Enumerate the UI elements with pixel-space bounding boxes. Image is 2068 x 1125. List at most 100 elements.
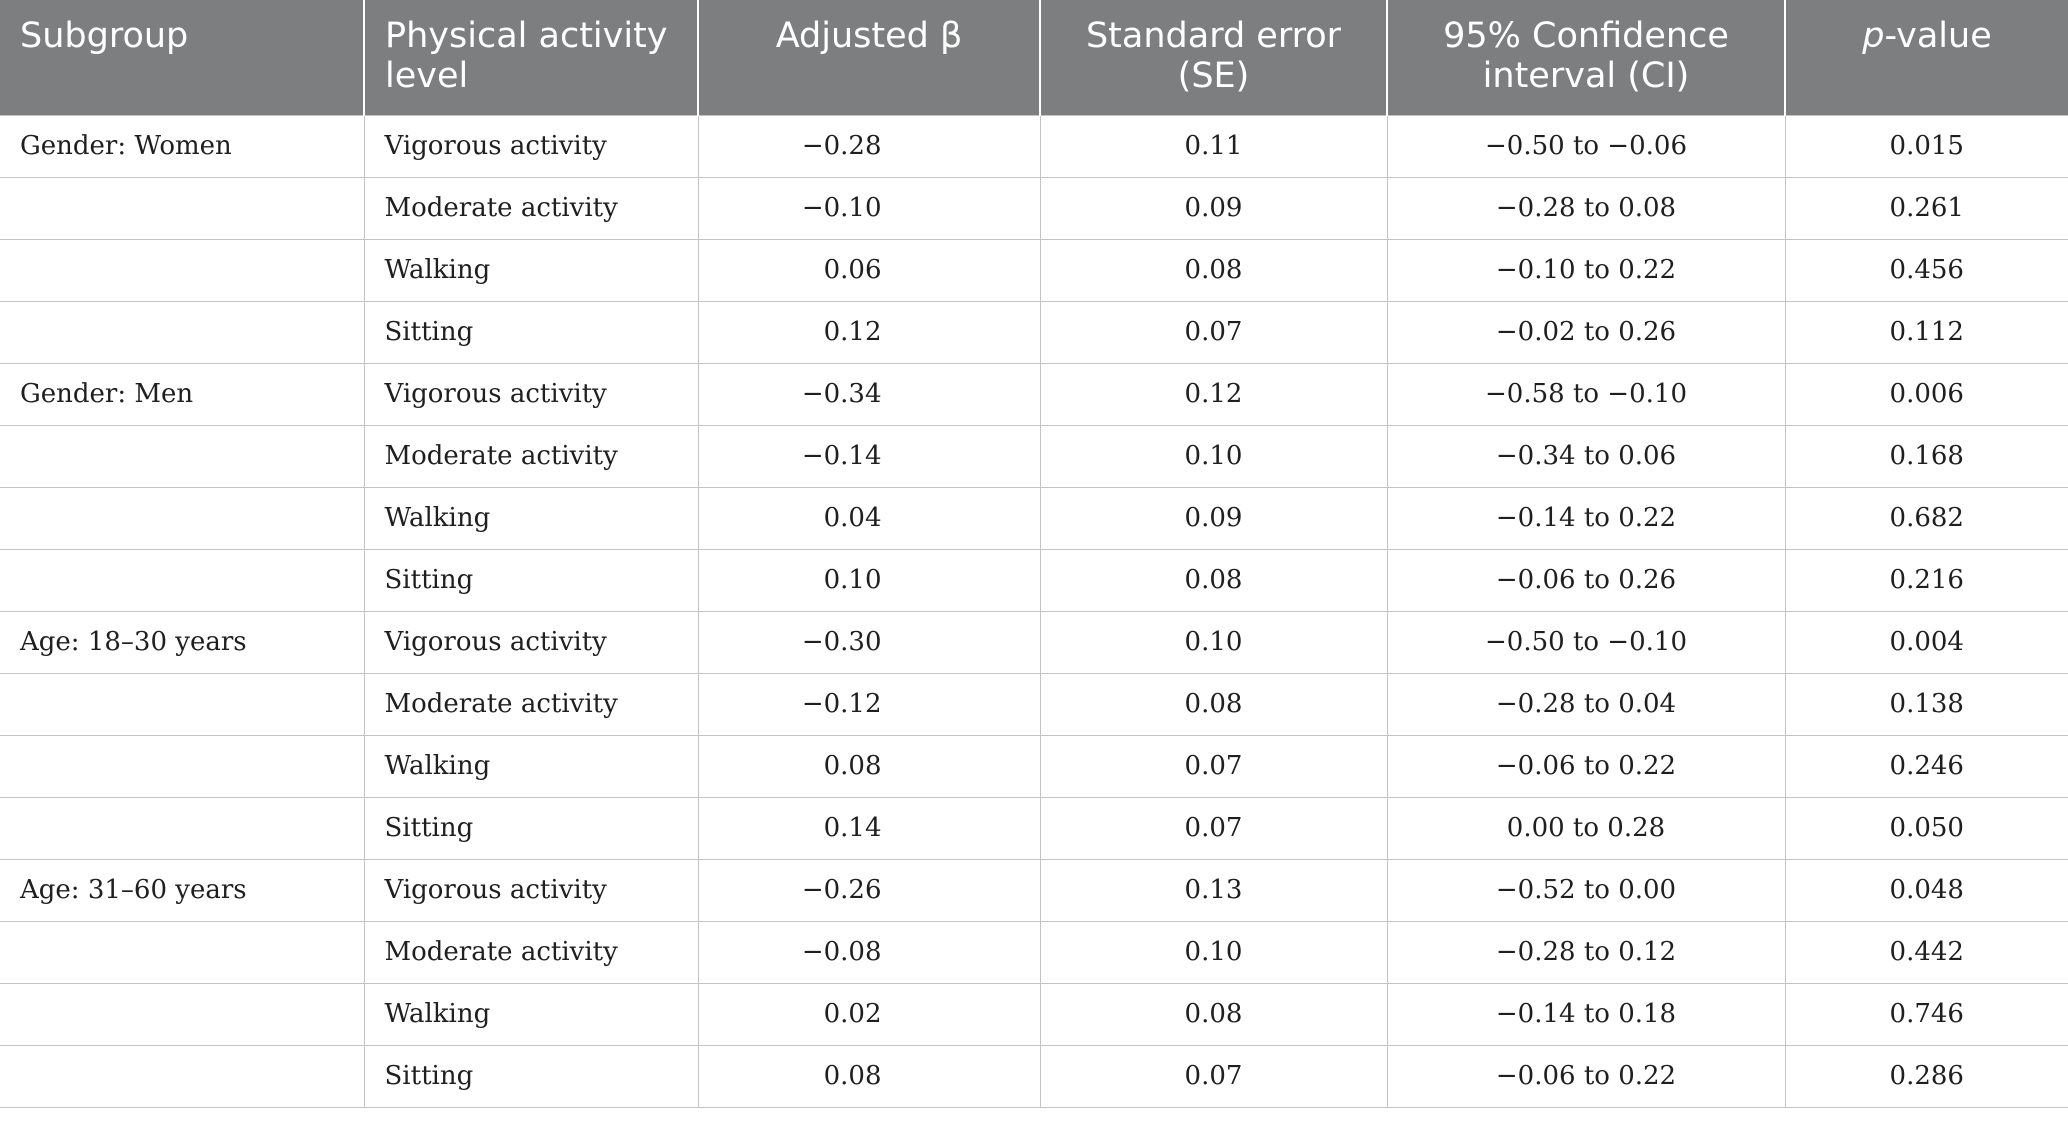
cell-adjusted-beta: −0.08: [697, 920, 1040, 983]
header-row: Subgroup Physical activity level Adjusted…: [0, 0, 2068, 115]
header-activity-level: Physical activity level: [363, 0, 698, 115]
cell-p-value: 0.112: [1784, 300, 2068, 363]
cell-p-value: 0.006: [1784, 362, 2068, 425]
header-standard-error-line2: (SE): [1177, 56, 1250, 96]
cell-subgroup: [0, 1044, 364, 1108]
cell-subgroup: Age: 31–60 years: [0, 858, 364, 921]
cell-standard-error: 0.09: [1039, 486, 1387, 549]
cell-p-value: 0.216: [1784, 548, 2068, 611]
table-row: Age: 31–60 years Vigorous activity −0.26 0.…: [0, 858, 2068, 921]
cell-subgroup: Gender: Women: [0, 114, 364, 177]
table-row: Moderate activity −0.12 0.08 −0.28 to 0.04 0…: [0, 672, 2068, 735]
cell-adjusted-beta: 0.10: [697, 548, 1040, 611]
cell-activity-level: Walking: [363, 486, 698, 549]
cell-confidence-interval: −0.14 to 0.18: [1386, 982, 1785, 1045]
cell-subgroup: [0, 982, 364, 1045]
cell-adjusted-beta: 0.02: [697, 982, 1040, 1045]
table-body: Gender: Women Vigorous activity −0.28 0.11−…: [0, 114, 2068, 1108]
cell-adjusted-beta: 0.14: [697, 796, 1040, 859]
cell-adjusted-beta: −0.30: [697, 610, 1040, 673]
header-p-rest: -value: [1884, 16, 1992, 56]
table-row: Sitting 0.10 0.08 −0.06 to 0.26 0.216: [0, 548, 2068, 611]
cell-confidence-interval: −0.06 to 0.26: [1386, 548, 1785, 611]
cell-confidence-interval: −0.28 to 0.04: [1386, 672, 1785, 735]
cell-adjusted-beta: 0.12: [697, 300, 1040, 363]
table-row: Walking 0.02 0.08 −0.14 to 0.18 0.746: [0, 982, 2068, 1045]
cell-subgroup: [0, 424, 364, 487]
cell-subgroup: Age: 18–30 years: [0, 610, 364, 673]
cell-adjusted-beta: −0.26: [697, 858, 1040, 921]
cell-confidence-interval: −0.02 to 0.26: [1386, 300, 1785, 363]
cell-p-value: 0.048: [1784, 858, 2068, 921]
cell-activity-level: Walking: [363, 238, 698, 301]
header-subgroup-label: Subgroup: [20, 16, 189, 56]
cell-adjusted-beta: 0.08: [697, 734, 1040, 797]
cell-standard-error: 0.12: [1039, 362, 1387, 425]
cell-adjusted-beta: 0.04: [697, 486, 1040, 549]
cell-adjusted-beta: −0.28: [697, 114, 1040, 177]
table-row: Age: 18–30 years Vigorous activity −0.30 0.…: [0, 610, 2068, 673]
cell-activity-level: Moderate activity: [363, 672, 698, 735]
cell-activity-level: Vigorous activity: [363, 858, 698, 921]
header-activity-level-line1: Physical activity: [385, 16, 668, 56]
header-p-value: p-value: [1784, 0, 2068, 115]
cell-subgroup: [0, 486, 364, 549]
cell-p-value: 0.246: [1784, 734, 2068, 797]
cell-p-value: 0.261: [1784, 176, 2068, 239]
cell-standard-error: 0.07: [1039, 796, 1387, 859]
header-p-italic: p: [1862, 16, 1885, 56]
cell-adjusted-beta: −0.10: [697, 176, 1040, 239]
table-header: Subgroup Physical activity level Adjusted…: [0, 0, 2068, 115]
cell-confidence-interval: −0.06 to 0.22: [1386, 1044, 1785, 1108]
cell-standard-error: 0.10: [1039, 424, 1387, 487]
cell-p-value: 0.456: [1784, 238, 2068, 301]
cell-standard-error: 0.07: [1039, 1044, 1387, 1108]
table-row: Walking 0.04 0.09 −0.14 to 0.22 0.682: [0, 486, 2068, 549]
cell-standard-error: 0.07: [1039, 734, 1387, 797]
cell-p-value: 0.168: [1784, 424, 2068, 487]
cell-subgroup: [0, 672, 364, 735]
cell-activity-level: Moderate activity: [363, 920, 698, 983]
header-confidence-interval: 95% Confidence interval (CI): [1386, 0, 1785, 115]
cell-confidence-interval: −0.58 to −0.10: [1386, 362, 1785, 425]
cell-activity-level: Sitting: [363, 548, 698, 611]
cell-subgroup: [0, 548, 364, 611]
cell-confidence-interval: −0.52 to 0.00: [1386, 858, 1785, 921]
cell-adjusted-beta: 0.08: [697, 1044, 1040, 1108]
cell-activity-level: Walking: [363, 982, 698, 1045]
table-row: Sitting 0.14 0.07 0.00 to 0.28 0.050: [0, 796, 2068, 859]
cell-activity-level: Vigorous activity: [363, 114, 698, 177]
header-activity-level-line2: level: [385, 56, 469, 96]
cell-activity-level: Sitting: [363, 796, 698, 859]
cell-p-value: 0.015: [1784, 114, 2068, 177]
cell-confidence-interval: −0.50 to −0.10: [1386, 610, 1785, 673]
cell-confidence-interval: −0.10 to 0.22: [1386, 238, 1785, 301]
cell-standard-error: 0.11: [1039, 114, 1387, 177]
cell-p-value: 0.286: [1784, 1044, 2068, 1108]
header-ci-line1: 95% Confidence: [1443, 16, 1729, 56]
cell-adjusted-beta: −0.14: [697, 424, 1040, 487]
cell-confidence-interval: −0.34 to 0.06: [1386, 424, 1785, 487]
cell-standard-error: 0.10: [1039, 610, 1387, 673]
cell-adjusted-beta: 0.06: [697, 238, 1040, 301]
header-adjusted-beta: Adjusted β: [697, 0, 1040, 115]
table-row: Moderate activity −0.08 0.10 −0.28 to 0.12 0…: [0, 920, 2068, 983]
table-row: Walking 0.08 0.07 −0.06 to 0.22 0.246: [0, 734, 2068, 797]
cell-confidence-interval: 0.00 to 0.28: [1386, 796, 1785, 859]
cell-activity-level: Sitting: [363, 1044, 698, 1108]
header-ci-line2: interval (CI): [1482, 56, 1690, 96]
cell-activity-level: Sitting: [363, 300, 698, 363]
cell-adjusted-beta: −0.34: [697, 362, 1040, 425]
cell-p-value: 0.004: [1784, 610, 2068, 673]
cell-subgroup: [0, 176, 364, 239]
cell-standard-error: 0.10: [1039, 920, 1387, 983]
cell-standard-error: 0.07: [1039, 300, 1387, 363]
header-adjusted-beta-label: Adjusted β: [775, 16, 963, 56]
cell-adjusted-beta: −0.12: [697, 672, 1040, 735]
cell-standard-error: 0.09: [1039, 176, 1387, 239]
header-standard-error: Standard error (SE): [1039, 0, 1387, 115]
table-row: Moderate activity −0.10 0.09 −0.28 to 0.08 0…: [0, 176, 2068, 239]
cell-subgroup: [0, 238, 364, 301]
table-row: Gender: Men Vigorous activity −0.34 0.12 −0.…: [0, 362, 2068, 425]
